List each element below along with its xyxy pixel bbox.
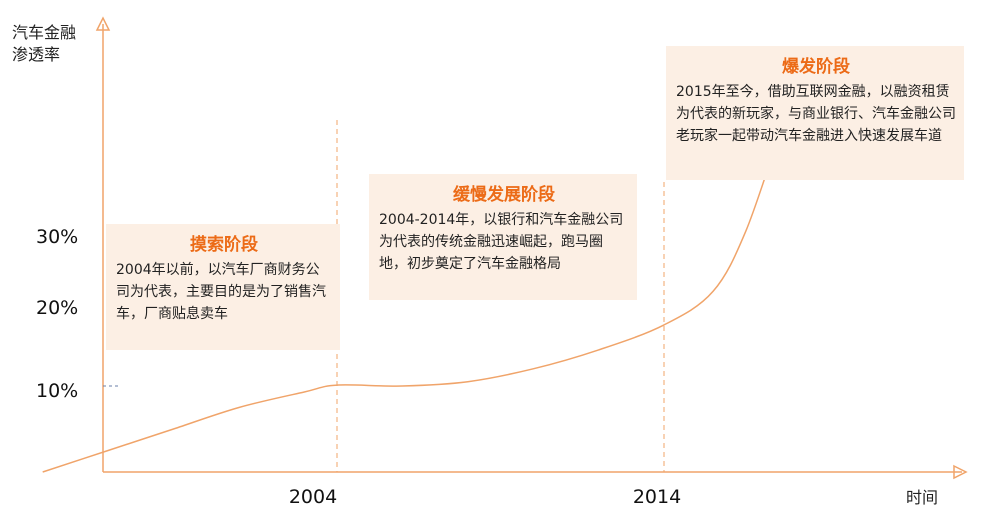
series-line-penetration (42, 136, 780, 473)
stage-box-slow-growth: 缓慢发展阶段 2004-2014年，以银行和汽车金融公司为代表的传统金融迅速崛起… (369, 174, 637, 300)
ytick-label-20: 20% (36, 297, 79, 319)
stage-title-slow-growth: 缓慢发展阶段 (453, 185, 555, 205)
stage-desc-explosion: 2015年至今，借助互联网金融，以融资租赁为代表的新玩家，与商业银行、汽车金融公… (676, 84, 956, 144)
y-axis-title: 汽车金融 渗透率 (12, 22, 76, 66)
x-axis-arrow (953, 464, 968, 480)
stage-box-exploration: 摸索阶段 2004年以前，以汽车厂商财务公司为代表，主要目的是为了销售汽车，厂商… (106, 224, 340, 350)
y-axis-title-line1: 汽车金融 (12, 23, 77, 42)
stage-title-exploration: 摸索阶段 (190, 235, 258, 255)
stage-box-explosion: 爆发阶段 2015年至今，借助互联网金融，以融资租赁为代表的新玩家，与商业银行、… (666, 46, 964, 180)
y-axis-arrow (95, 16, 111, 31)
stage-title-explosion: 爆发阶段 (782, 57, 850, 77)
ytick-label-10: 10% (36, 380, 79, 402)
xtick-label-2004: 2004 (288, 486, 338, 508)
x-axis-title: 时间 (906, 488, 939, 507)
stage-desc-slow-growth: 2004-2014年，以银行和汽车金融公司为代表的传统金融迅速崛起，跑马圈地，初… (379, 212, 624, 272)
y-axis-title-line2: 渗透率 (12, 45, 61, 64)
stage-desc-exploration: 2004年以前，以汽车厂商财务公司为代表，主要目的是为了销售汽车，厂商贴息卖车 (116, 262, 326, 322)
xtick-label-2014: 2014 (632, 486, 682, 508)
ytick-label-30: 30% (36, 226, 79, 248)
